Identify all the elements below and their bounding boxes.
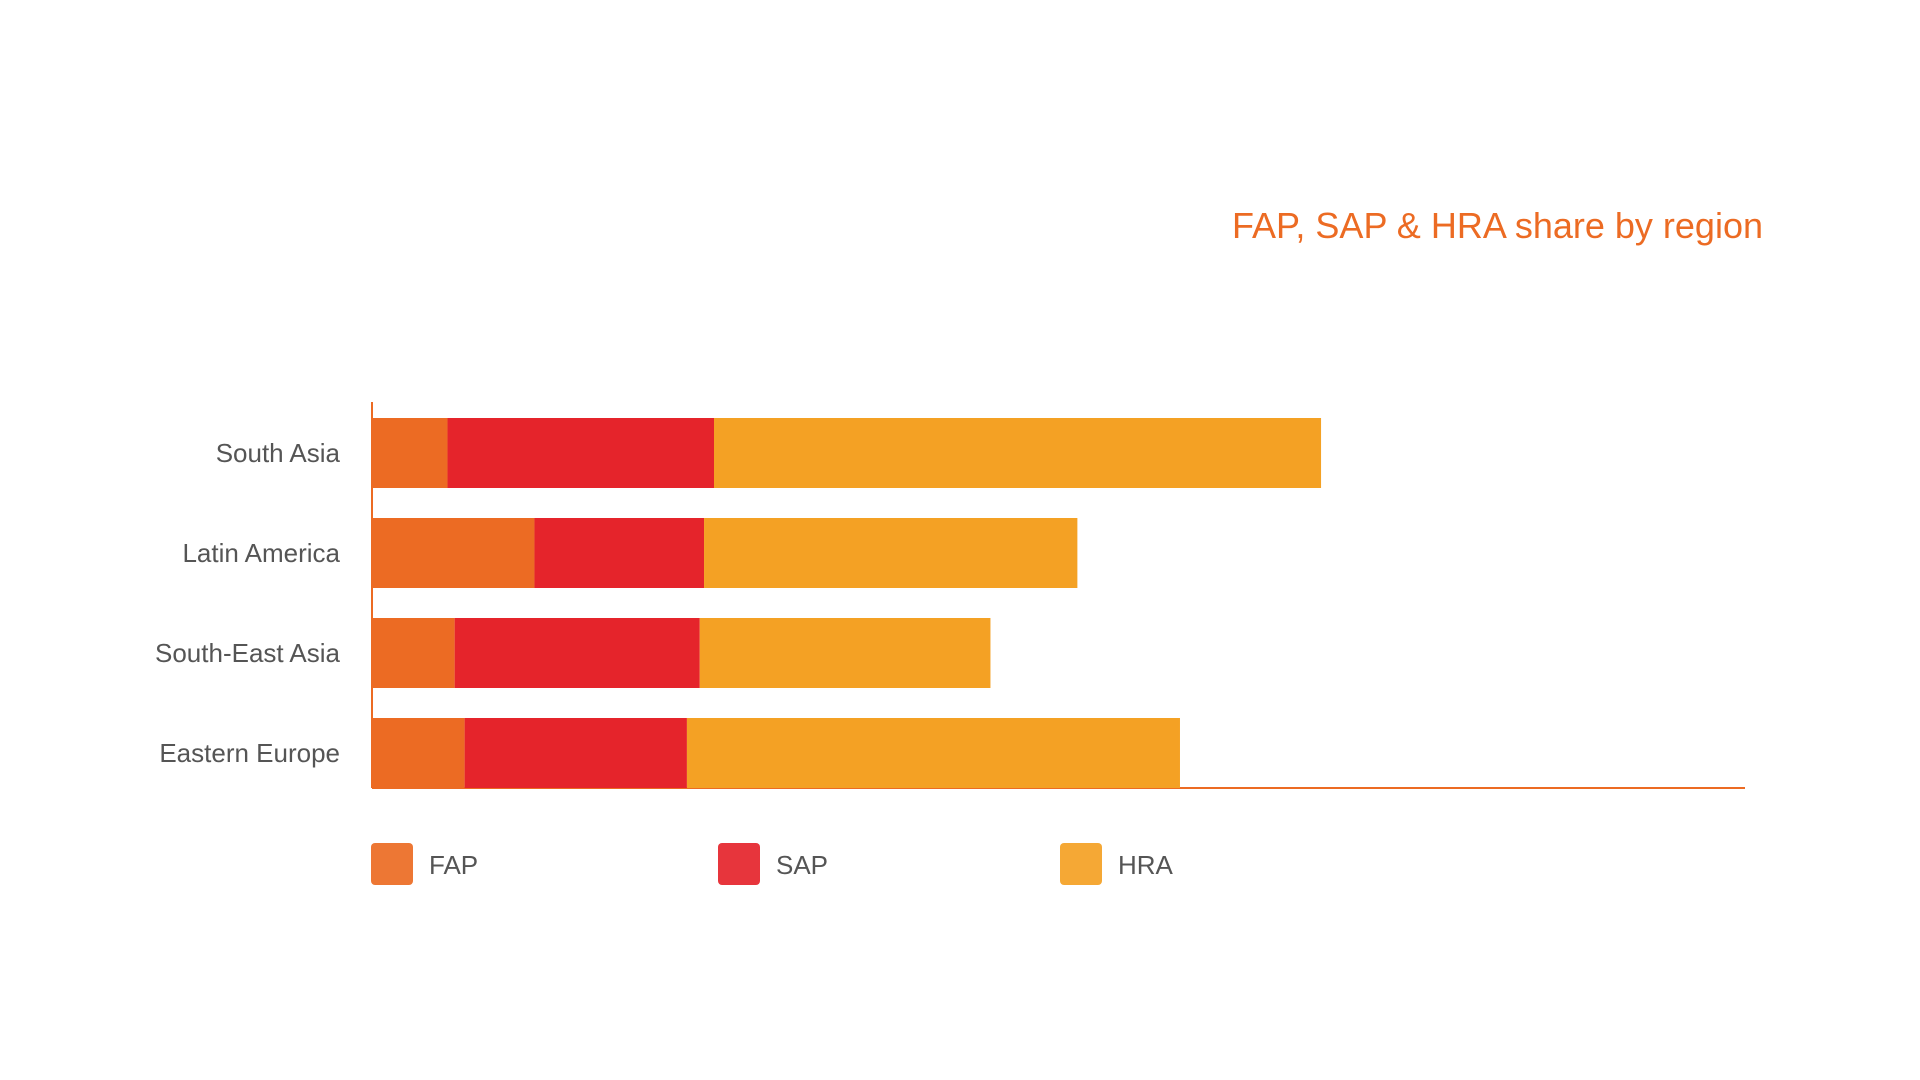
category-label-south-east-asia: South-East Asia <box>155 638 341 668</box>
bar-south-east-asia-sap <box>454 618 700 688</box>
bar-south-asia-fap <box>372 418 448 488</box>
category-label-latin-america: Latin America <box>182 538 340 568</box>
category-label-south-asia: South Asia <box>216 438 341 468</box>
bar-eastern-europe-fap <box>372 718 465 788</box>
legend-swatch-fap <box>371 843 413 885</box>
bar-eastern-europe-hra <box>686 718 1180 788</box>
chart-title: FAP, SAP & HRA share by region <box>1232 205 1763 246</box>
bar-latin-america-sap <box>534 518 705 588</box>
bar-south-east-asia-fap <box>372 618 455 688</box>
legend-label-hra: HRA <box>1118 850 1174 880</box>
bar-latin-america-hra <box>704 518 1078 588</box>
bar-south-east-asia-hra <box>699 618 991 688</box>
bar-latin-america-fap <box>372 518 535 588</box>
legend-label-sap: SAP <box>776 850 828 880</box>
bar-eastern-europe-sap <box>464 718 687 788</box>
legend-swatch-sap <box>718 843 760 885</box>
legend-swatch-hra <box>1060 843 1102 885</box>
category-label-eastern-europe: Eastern Europe <box>159 738 340 768</box>
bar-south-asia-sap <box>447 418 714 488</box>
legend-label-fap: FAP <box>429 850 478 880</box>
bar-south-asia-hra <box>714 418 1322 488</box>
